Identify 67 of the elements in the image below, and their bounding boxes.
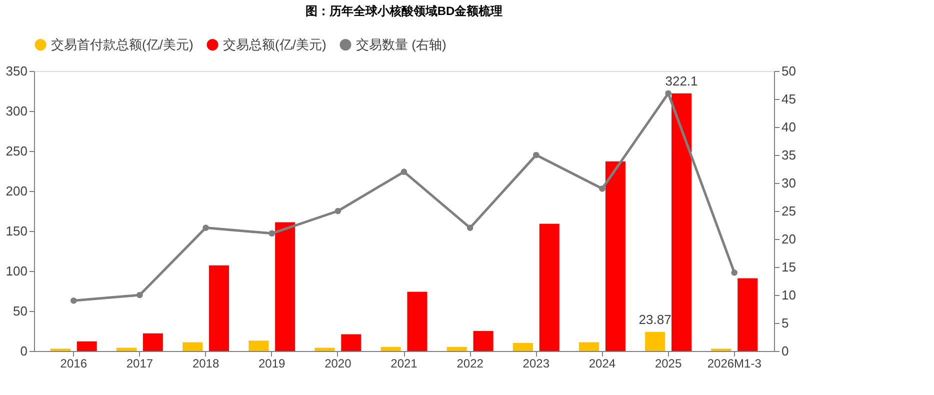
- bar: [380, 347, 401, 351]
- x-tick-label: 2017: [126, 356, 154, 370]
- legend-label: 交易总额(亿/美元): [223, 36, 326, 52]
- bar: [341, 334, 362, 351]
- legend-label: 交易首付款总额(亿/美元): [51, 36, 194, 52]
- x-tick-label: 2022: [456, 356, 484, 370]
- y2-tick-label: 25: [782, 204, 796, 218]
- bar: [645, 332, 666, 351]
- point: [466, 224, 474, 231]
- y-tick-label: 0: [20, 344, 28, 358]
- y2-tick-label: 30: [782, 176, 796, 190]
- x-tick-label: 2026M1-3: [707, 356, 762, 370]
- chart-title: 图：历年全球小核酸领域BD金额梳理: [305, 4, 503, 18]
- y-tick-label: 250: [6, 144, 28, 158]
- x-tick-label: 2025: [654, 356, 682, 370]
- point: [665, 90, 672, 97]
- point: [400, 168, 408, 175]
- y-tick-label: 100: [6, 264, 28, 278]
- x-tick-label: 2016: [60, 356, 88, 370]
- bar: [76, 341, 97, 351]
- x-tick-label: 2024: [588, 356, 616, 370]
- bar: [182, 342, 203, 351]
- point: [532, 152, 540, 158]
- bar: [275, 222, 296, 351]
- point: [136, 292, 143, 298]
- data-label: 322.1: [665, 73, 698, 88]
- y2-tick-label: 50: [782, 64, 796, 78]
- point: [70, 297, 77, 304]
- bar: [605, 161, 626, 351]
- y-tick-label: 200: [6, 184, 28, 198]
- y2-tick-label: 15: [782, 260, 796, 274]
- bar: [248, 340, 269, 351]
- bar: [738, 278, 758, 351]
- y2-tick-label: 0: [782, 344, 789, 358]
- point: [334, 208, 342, 214]
- point: [202, 224, 209, 231]
- x-tick-label: 2018: [192, 356, 220, 370]
- y2-tick-label: 20: [782, 232, 796, 246]
- y-tick-label: 350: [6, 64, 28, 78]
- bar: [446, 347, 467, 351]
- bar: [407, 292, 428, 351]
- bar: [672, 93, 692, 351]
- y-tick-label: 300: [6, 104, 28, 118]
- bar: [579, 342, 599, 351]
- y-tick-label: 50: [13, 304, 28, 318]
- x-tick-label: 2019: [258, 356, 286, 370]
- point: [599, 185, 606, 192]
- bar: [512, 343, 533, 351]
- y2-tick-label: 35: [782, 148, 796, 162]
- point: [731, 269, 738, 276]
- point: [268, 230, 276, 237]
- bar: [142, 333, 163, 351]
- y-tick-label: 150: [6, 224, 28, 238]
- bar: [539, 224, 560, 351]
- y2-tick-label: 45: [782, 92, 796, 106]
- bar: [473, 331, 494, 351]
- bar: [116, 348, 136, 351]
- data-label: 23.87: [638, 312, 672, 327]
- bar: [314, 348, 335, 351]
- x-tick-label: 2021: [390, 356, 418, 370]
- x-tick-label: 2023: [522, 356, 550, 370]
- legend-label: 交易数量 (右轴): [356, 36, 446, 52]
- y2-tick-label: 5: [782, 316, 789, 330]
- bar: [209, 265, 229, 351]
- y2-tick-label: 10: [782, 288, 796, 302]
- x-tick-label: 2020: [324, 356, 352, 370]
- y2-tick-label: 40: [782, 120, 796, 134]
